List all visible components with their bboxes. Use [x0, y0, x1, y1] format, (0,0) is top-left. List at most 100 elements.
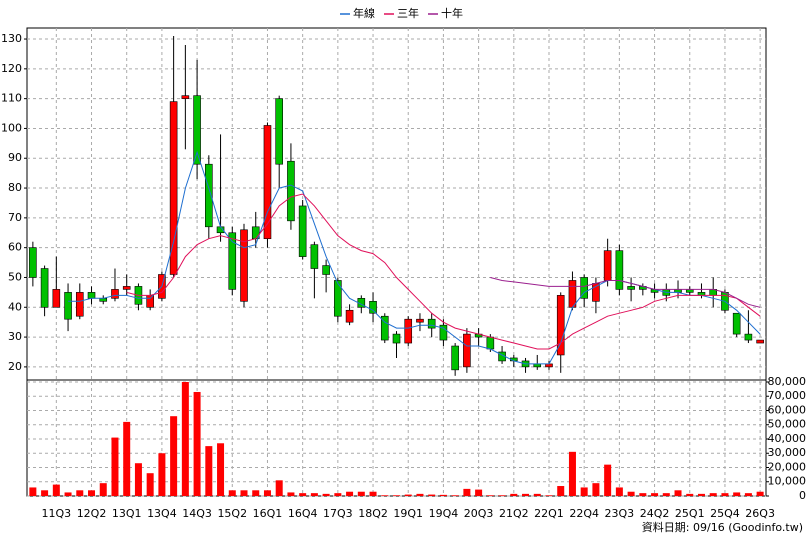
y-tick-label: 80	[8, 181, 22, 194]
candle-body	[556, 295, 565, 356]
volume-bar	[240, 490, 248, 496]
volume-bar	[463, 488, 471, 496]
volume-bar	[111, 437, 119, 496]
volume-bar	[498, 495, 506, 496]
candle-body	[732, 312, 741, 335]
candle-body	[52, 289, 61, 308]
x-tick-label: 14Q3	[182, 507, 212, 520]
x-tick-label: 20Q3	[464, 507, 494, 520]
volume-bar	[604, 464, 612, 496]
candle-body	[345, 309, 354, 323]
y2-tick-label: 0	[799, 489, 806, 502]
y2-tick-label: 30,000	[768, 446, 807, 459]
volume-bar	[428, 494, 436, 496]
x-tick-label: 19Q1	[393, 507, 423, 520]
candle-body	[205, 163, 213, 228]
volume-bar	[170, 416, 178, 496]
volume-bar	[393, 495, 400, 496]
candle-body	[275, 98, 283, 165]
candle-body	[615, 250, 624, 290]
volume-bar	[322, 493, 330, 496]
candle-body	[193, 95, 201, 165]
y2-tick-label: 70,000	[768, 389, 807, 402]
volume-bar	[744, 493, 752, 496]
volume-bar	[510, 493, 518, 496]
y2-tick-label: 10,000	[768, 475, 807, 488]
volume-bar	[252, 490, 260, 496]
volume-bar	[592, 483, 600, 496]
y-tick-label: 90	[8, 151, 22, 164]
y-tick-label: 110	[1, 92, 22, 105]
y2-tick-label: 50,000	[768, 418, 807, 431]
volume-bar	[733, 492, 741, 496]
y-tick-label: 100	[1, 121, 22, 134]
volume-bar	[299, 493, 307, 496]
candle-body	[298, 205, 307, 257]
x-tick-label: 16Q4	[288, 507, 318, 520]
x-tick-label: 19Q4	[429, 507, 459, 520]
volume-bar	[686, 493, 694, 496]
volume-bar	[287, 492, 295, 496]
volume-bar	[721, 493, 729, 496]
volume-bar	[662, 493, 670, 496]
y-tick-label: 20	[8, 360, 22, 373]
candle-body	[310, 244, 319, 269]
volume-bar	[451, 495, 459, 496]
x-tick-label: 12Q2	[77, 507, 107, 520]
volume-bar	[475, 489, 483, 496]
volume-bar	[29, 487, 37, 496]
volume-bar	[697, 493, 705, 496]
volume-bar	[651, 493, 659, 496]
y-tick-label: 40	[8, 300, 22, 313]
y2-tick-label: 80,000	[768, 375, 807, 388]
candle-body	[404, 318, 413, 344]
y-tick-label: 60	[8, 241, 22, 254]
legend-label: 十年	[441, 6, 463, 20]
x-tick-label: 23Q3	[605, 507, 635, 520]
candle-body	[627, 286, 635, 290]
x-tick-label: 22Q4	[569, 507, 599, 520]
volume-bar	[568, 451, 576, 496]
candle-body	[369, 301, 377, 314]
volume-bar	[217, 443, 225, 496]
y-tick-label: 120	[1, 62, 22, 75]
candle-body	[64, 292, 72, 320]
ma-line	[490, 277, 761, 308]
y-tick-label: 70	[8, 211, 22, 224]
x-tick-label: 24Q2	[640, 507, 670, 520]
candle-body	[334, 280, 342, 317]
plot-frame	[26, 27, 767, 497]
volume-bar	[205, 446, 213, 496]
candle-body	[75, 292, 84, 317]
volume-bar	[99, 483, 107, 496]
y-tick-label: 130	[1, 32, 22, 45]
x-tick-label: 25Q4	[710, 507, 740, 520]
legend-label: 三年	[397, 6, 419, 20]
volume-bar	[545, 495, 553, 496]
volume-bar	[674, 490, 682, 496]
y2-tick-label: 40,000	[768, 432, 807, 445]
candle-body	[240, 229, 248, 302]
volume-bar	[709, 493, 717, 496]
volume-bar	[369, 491, 377, 496]
y-tick-label: 50	[8, 270, 22, 283]
volume-bar	[181, 381, 189, 496]
candle-body	[427, 318, 436, 329]
volume-bar	[334, 493, 342, 496]
candle-body	[40, 268, 49, 308]
volume-bar	[580, 487, 588, 496]
x-tick-label: 25Q1	[675, 507, 705, 520]
volume-bar	[88, 490, 96, 496]
candle-body	[756, 339, 764, 344]
volume-bar	[615, 487, 623, 496]
volume-bar	[41, 490, 49, 496]
candle-body	[263, 125, 272, 240]
volume-bar	[52, 484, 60, 496]
x-tick-label: 18Q2	[358, 507, 388, 520]
volume-bar	[639, 493, 647, 496]
volume-bar	[557, 486, 565, 496]
volume-bar	[158, 453, 166, 496]
volume-bar	[522, 493, 530, 496]
x-tick-label: 22Q1	[534, 507, 564, 520]
y2-tick-label: 20,000	[768, 460, 807, 473]
